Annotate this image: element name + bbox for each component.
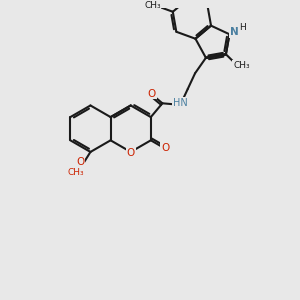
- Text: HN: HN: [173, 98, 188, 108]
- Text: HN: HN: [173, 99, 188, 109]
- Text: O: O: [127, 148, 135, 158]
- Text: O: O: [148, 88, 156, 99]
- Text: CH₃: CH₃: [68, 168, 84, 177]
- Text: O: O: [76, 157, 85, 167]
- Text: CH₃: CH₃: [233, 61, 250, 70]
- Text: H: H: [239, 23, 246, 32]
- Text: N: N: [230, 27, 239, 37]
- Text: O: O: [161, 143, 170, 153]
- Text: CH₃: CH₃: [144, 1, 161, 10]
